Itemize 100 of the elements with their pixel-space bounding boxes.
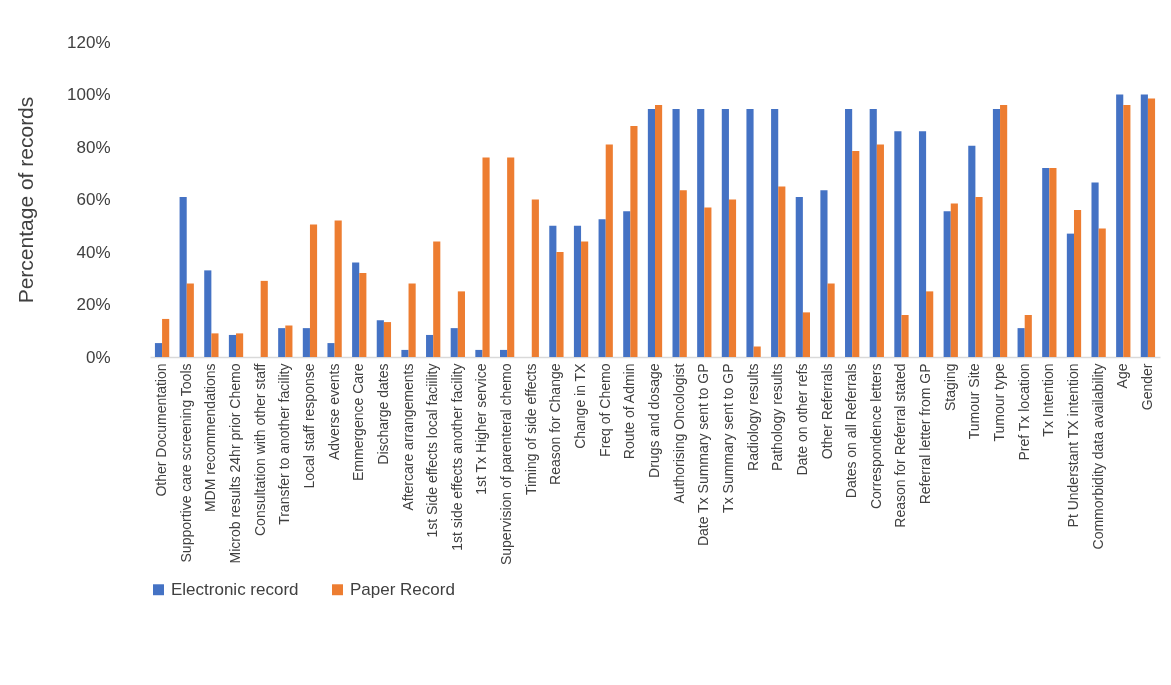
bar [327,343,335,357]
x-tick-label: Radiology results [744,363,761,471]
bar [852,150,860,357]
bar [457,291,465,357]
x-tick-label: Emmergence Care [350,363,367,481]
bar [647,108,655,357]
bar [679,190,687,357]
bar [630,126,638,357]
bar [992,108,1001,357]
x-tick-label: Tx Summary sent to GP [719,363,736,513]
bar [475,349,483,357]
bar [211,333,219,357]
bar [598,219,606,357]
y-tick-label: 60% [76,190,111,209]
x-tick-label: Correspondence letters [867,363,884,510]
x-tick-label: Pref Tx location [1015,363,1032,461]
x-tick-label: Commorbidity data availability [1089,363,1106,550]
bar [968,145,976,357]
bar [1066,233,1074,357]
bar [746,108,754,357]
bar [623,211,631,357]
bar [721,108,729,357]
bar [309,224,318,357]
bar [1024,315,1032,357]
bar [704,207,712,357]
bar [802,312,811,357]
x-tick-label: Dates on all Referrals [843,363,860,499]
bar [975,196,983,357]
x-tick-label: Route of Admin [621,363,638,460]
y-tick-label: 0% [85,347,111,367]
x-tick-label: 1st Tx Higher service [473,363,490,495]
bar [285,325,293,357]
bar [1116,94,1124,357]
bar [278,328,286,357]
bar [1123,105,1131,357]
bar [186,283,194,357]
bar [1017,328,1025,357]
x-tick-label: Staging [941,363,958,411]
y-axis-title: Percentage of records [14,96,38,304]
bar [753,346,761,357]
x-tick-label: Tumour Site [966,363,983,440]
x-tick-label: Timing of side effects [522,363,539,496]
x-tick-label: Tumour type [991,363,1008,442]
x-tick-label: Date Tx Summary sent to GP [695,363,712,547]
bar [605,144,613,357]
x-tick-label: Transfer to another facility [276,363,293,525]
bar [771,108,779,357]
x-tick-label: Change in TX [572,362,589,449]
x-tick-label: Freq of Chemo [596,363,613,457]
x-tick-label: 1st side effects another facility [448,363,465,551]
bar [697,108,705,357]
y-tick-label: 100% [67,85,111,104]
bar [943,211,951,357]
x-tick-label: Tx Intention [1040,363,1057,437]
x-tick-label: Age [1114,363,1131,389]
y-tick-label: 40% [76,242,111,262]
bar [869,108,877,357]
x-tick-label: Discharge dates [374,363,391,465]
bar [820,190,828,357]
bar [162,318,170,357]
bar [179,196,187,357]
x-tick-label: Gender [1138,363,1155,411]
bar [1049,168,1057,357]
bar [1073,210,1082,357]
bar [450,328,458,357]
bar [581,241,589,357]
y-tick-label: 120% [67,32,111,52]
y-tick-label: 20% [76,295,111,314]
bar [499,349,508,357]
bar [845,108,853,357]
bar [204,270,212,357]
bar [1147,98,1156,357]
bar [556,252,564,357]
x-tick-label: Referral letter from GP [917,363,934,505]
bar [1042,168,1050,357]
bar [236,333,244,357]
bar [359,273,367,357]
x-tick-label: Authorising Oncologist [670,363,687,504]
bar [728,199,737,357]
bar [918,131,927,357]
bar [1091,182,1099,357]
x-tick-label: Supervision of parenteral chemo [498,363,515,566]
bar [482,157,490,357]
x-tick-label: Drugs and dosage [646,363,662,478]
bar [655,105,663,357]
x-tick-label: Other Referrals [818,363,835,460]
bar [876,144,884,357]
bar [827,283,835,357]
bar [433,241,441,357]
bar [334,220,342,357]
bar [901,315,909,357]
bar [352,262,360,357]
x-tick-label: Pt Understant TX intention [1064,363,1081,528]
bar [672,108,680,357]
bar [154,343,163,357]
x-tick-label: MDM recommendations [202,363,219,513]
x-tick-label: Reason for Referral stated [892,363,909,528]
bar [302,328,310,357]
x-tick-label: Pathology results [769,363,786,471]
legend-label: Electronic record [171,579,299,599]
